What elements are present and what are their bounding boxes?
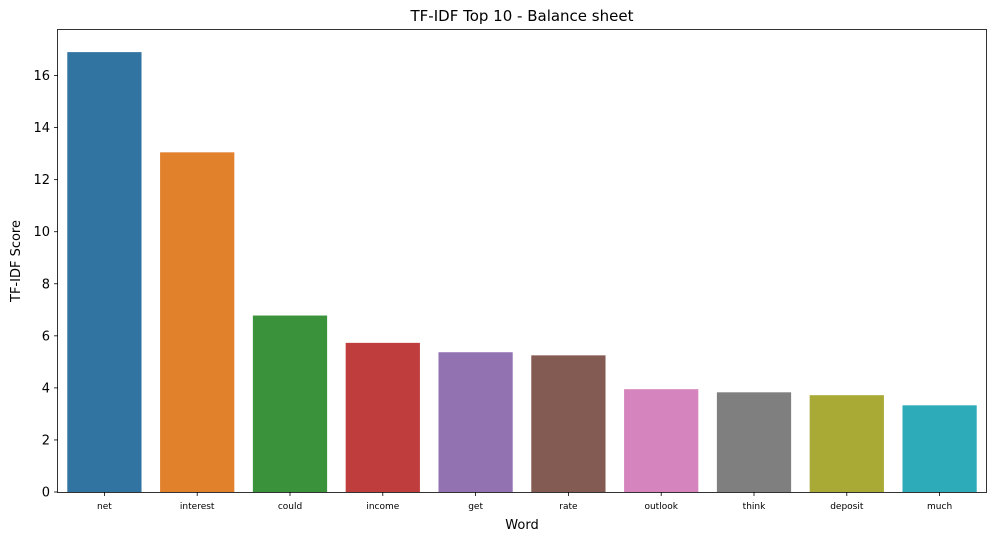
bar-interest (160, 152, 235, 492)
bar-income (345, 342, 420, 492)
x-tick-label: net (97, 502, 112, 512)
x-tick-label: deposit (830, 502, 864, 512)
x-axis-ticks: net interest could income get rate outlook thin… (97, 492, 952, 512)
y-tick-label: 0 (42, 486, 50, 501)
x-tick-label: income (366, 502, 399, 512)
x-tick-label: much (927, 502, 952, 512)
x-tick-label: outlook (644, 502, 678, 512)
y-tick-label: 2 (42, 433, 50, 448)
axes-frame (57, 29, 987, 493)
x-tick-label: rate (559, 502, 578, 512)
x-axis-label: Word (505, 518, 538, 533)
y-tick-label: 10 (33, 225, 50, 240)
y-tick-label: 4 (42, 381, 50, 396)
bars-layer (67, 52, 977, 493)
bar-get (438, 352, 513, 492)
chart-title: TF-IDF Top 10 - Balance sheet (410, 7, 634, 25)
y-tick-label: 12 (33, 173, 50, 188)
y-tick-label: 14 (33, 121, 50, 136)
y-tick-label: 6 (42, 329, 50, 344)
y-axis-label: TF-IDF Score (9, 220, 24, 303)
x-tick-label: interest (180, 502, 215, 512)
bar-deposit (809, 395, 884, 492)
bar-could (252, 315, 328, 492)
bar-net (67, 52, 142, 493)
x-tick-label: think (743, 502, 766, 512)
x-tick-label: get (468, 502, 483, 512)
y-axis-ticks: 0 2 4 6 8 10 12 14 16 (33, 69, 58, 501)
bar-much (902, 405, 977, 492)
bar-outlook (624, 389, 699, 492)
y-tick-label: 8 (42, 277, 50, 292)
y-tick-label: 16 (33, 69, 50, 84)
bar-rate (531, 355, 606, 492)
bar-think (716, 392, 792, 492)
x-tick-label: could (278, 502, 302, 512)
